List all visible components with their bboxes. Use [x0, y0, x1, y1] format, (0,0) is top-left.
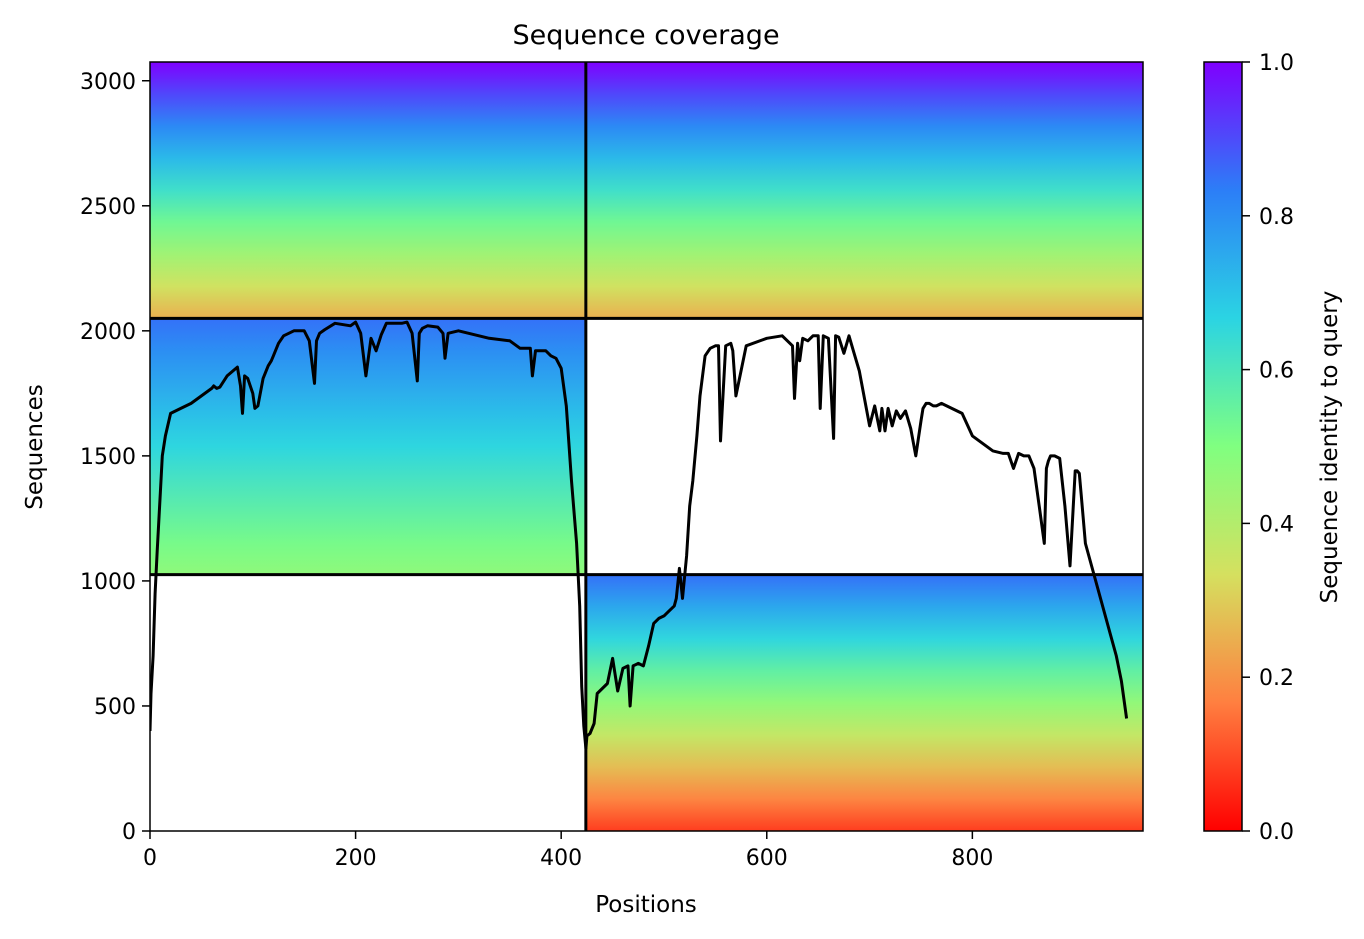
- coverage-block: [585, 574, 1143, 831]
- plot-frame: [149, 61, 1144, 832]
- colorbar: [1203, 61, 1243, 832]
- y-axis-label: Sequences: [22, 384, 48, 509]
- y-tick-label: 500: [94, 695, 136, 720]
- x-tick-label: 600: [746, 846, 788, 871]
- x-tick-label: 800: [951, 846, 993, 871]
- colorbar-tick-label: 0.8: [1259, 205, 1294, 230]
- colorbar-ticks: 0.0 0.2 0.4 0.6 0.8 1.0: [1242, 51, 1294, 845]
- y-tick-label: 1500: [80, 445, 136, 470]
- colorbar-tick-label: 0.0: [1259, 820, 1294, 845]
- colorbar-tick-label: 0.2: [1259, 666, 1294, 691]
- x-axis-ticks: 0 200 400 600 800: [143, 831, 993, 871]
- y-tick-label: 3000: [80, 70, 136, 95]
- y-tick-label: 2000: [80, 320, 136, 345]
- plot-area: [150, 62, 1143, 831]
- y-axis-ticks: 0 500 1000 1500 2000 2500 3000: [80, 70, 150, 845]
- colorbar-tick-label: 0.4: [1259, 512, 1294, 537]
- colorbar-label: Sequence identity to query: [1317, 291, 1343, 604]
- y-tick-label: 1000: [80, 570, 136, 595]
- colorbar-tick-label: 1.0: [1259, 51, 1294, 76]
- coverage-block: [585, 62, 1143, 319]
- x-tick-label: 400: [540, 846, 582, 871]
- coverage-line: [150, 320, 1129, 750]
- x-tick-label: 200: [335, 846, 377, 871]
- colorbar-tick-label: 0.6: [1259, 359, 1294, 384]
- chain-boundaries: [150, 62, 1143, 831]
- chart-title: Sequence coverage: [512, 20, 779, 51]
- x-axis-label: Positions: [595, 892, 697, 918]
- x-tick-label: 0: [143, 846, 157, 871]
- y-tick-label: 2500: [80, 195, 136, 220]
- coverage-block: [150, 62, 586, 319]
- y-tick-label: 0: [122, 820, 136, 845]
